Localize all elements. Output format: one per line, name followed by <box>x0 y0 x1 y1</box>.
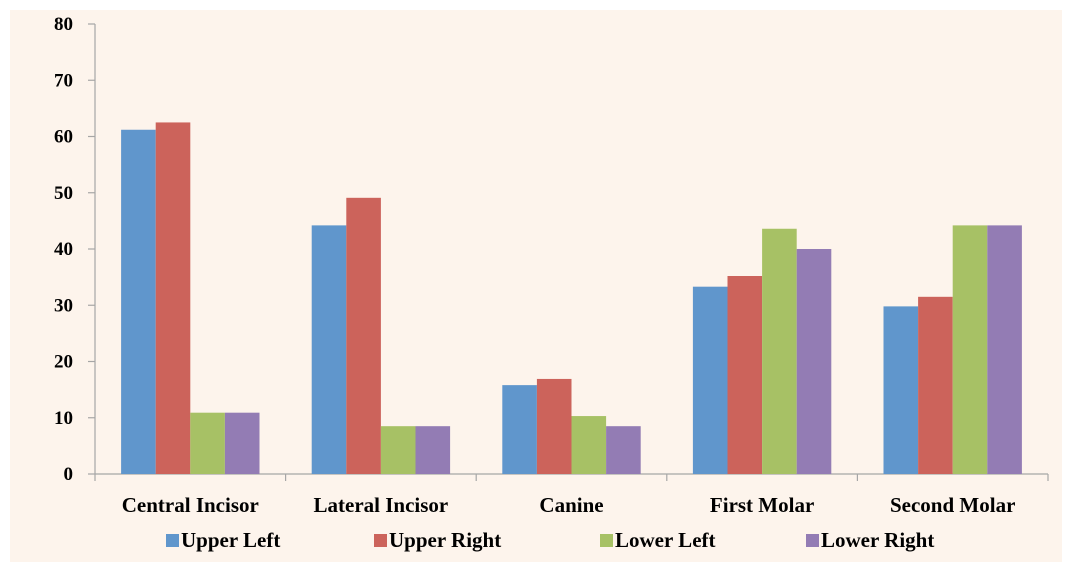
y-tick-label: 50 <box>54 183 73 204</box>
bar-upper-right-lateral-incisor <box>346 197 381 474</box>
bar-lower-right-central-incisor <box>224 412 260 474</box>
x-category-label: Second Molar <box>890 493 1015 517</box>
legend-label: Upper Right <box>389 528 501 552</box>
legend-swatch <box>806 534 819 547</box>
bar-lower-left-first-molar <box>762 228 797 474</box>
y-tick-label: 20 <box>54 352 73 373</box>
legend-swatch <box>374 534 387 547</box>
bar-upper-right-second-molar <box>918 296 953 474</box>
bar-upper-left-second-molar <box>883 306 919 474</box>
y-tick-label: 30 <box>54 295 73 316</box>
legend-label: Lower Left <box>615 528 716 552</box>
legend-label: Upper Left <box>181 528 280 552</box>
bar-lower-left-canine <box>571 416 607 474</box>
bar-lower-left-second-molar <box>952 225 988 474</box>
legend-swatch <box>600 534 613 547</box>
chart-bars <box>121 122 1022 474</box>
y-tick-label: 0 <box>64 464 74 485</box>
y-tick-label: 70 <box>54 70 73 91</box>
bar-upper-left-first-molar <box>692 286 728 474</box>
bar-upper-left-central-incisor <box>121 129 156 474</box>
bar-upper-right-central-incisor <box>155 122 191 474</box>
x-category-label: Lateral Incisor <box>314 493 449 517</box>
bar-lower-left-lateral-incisor <box>380 426 416 474</box>
y-tick-label: 40 <box>54 239 73 260</box>
y-tick-label: 60 <box>54 127 73 148</box>
bar-lower-left-central-incisor <box>190 412 225 474</box>
legend-swatch <box>166 534 179 547</box>
y-tick-label: 80 <box>54 14 73 35</box>
chart-legend: Upper Left Upper Right Lower Left Lower Rig… <box>166 528 934 552</box>
bar-upper-right-canine <box>536 378 572 474</box>
bar-lower-right-canine <box>606 426 641 474</box>
y-tick-label: 10 <box>54 408 73 429</box>
x-category-label: Central Incisor <box>122 493 259 517</box>
legend-label: Lower Right <box>821 528 934 552</box>
bar-upper-left-lateral-incisor <box>311 225 347 474</box>
x-category-label: First Molar <box>710 493 814 517</box>
bar-lower-right-lateral-incisor <box>415 426 451 474</box>
bar-lower-right-first-molar <box>796 249 832 474</box>
bar-upper-right-first-molar <box>727 276 763 474</box>
bar-lower-right-second-molar <box>987 225 1022 474</box>
x-category-label: Canine <box>539 493 603 517</box>
bar-upper-left-canine <box>502 385 537 474</box>
